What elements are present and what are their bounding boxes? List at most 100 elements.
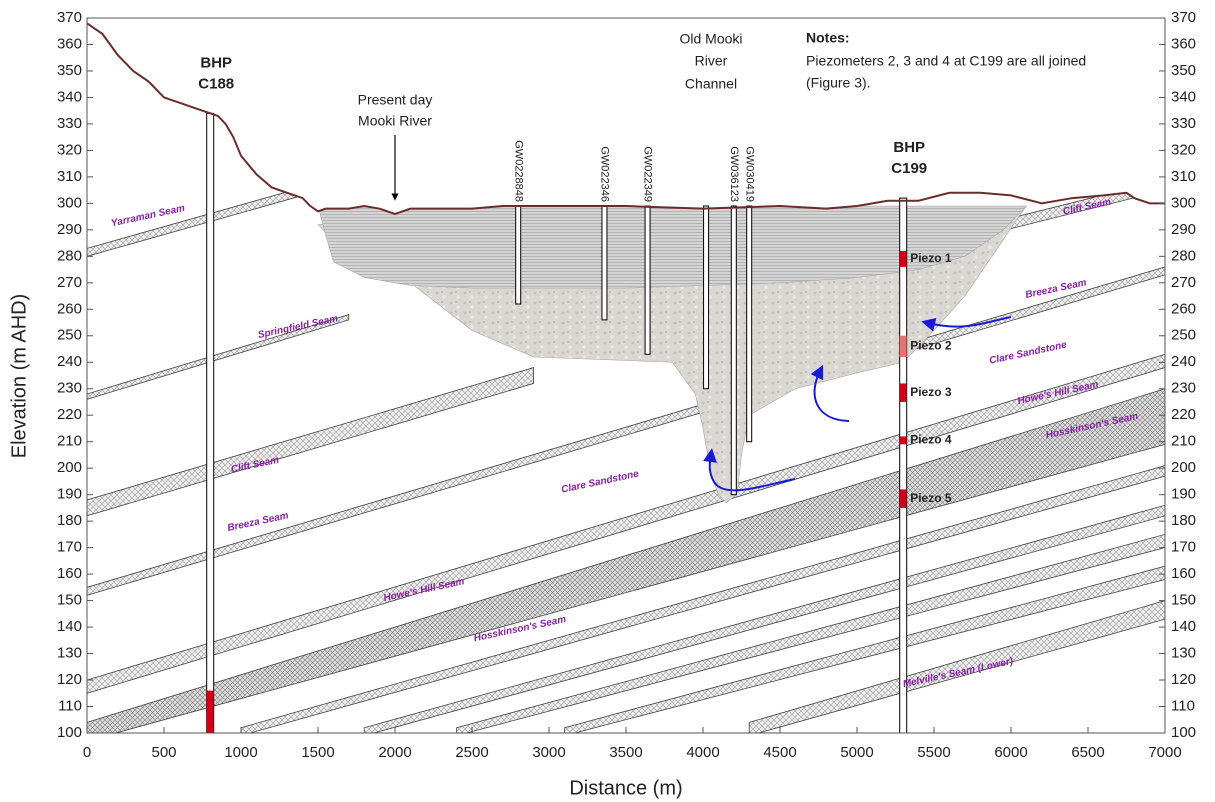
well-label: GW022349 (642, 146, 654, 202)
y2-tick-label: 350 (1171, 62, 1196, 79)
y-tick-label: 250 (57, 327, 82, 344)
y-tick-label: 240 (57, 353, 82, 370)
y2-tick-label: 270 (1171, 274, 1196, 291)
y2-tick-label: 160 (1171, 565, 1196, 582)
well-label: GW0228848 (512, 140, 524, 202)
x-tick-label: 3000 (532, 744, 565, 761)
bore-label: BHP (200, 54, 232, 71)
y2-tick-label: 100 (1171, 724, 1196, 741)
x-tick-label: 1000 (224, 744, 257, 761)
seam-label: Howe's Hill Seam (1017, 379, 1100, 407)
well (645, 206, 650, 354)
x-tick-label: 6000 (994, 744, 1027, 761)
well (747, 206, 752, 442)
piezo (900, 251, 907, 267)
well (704, 206, 709, 389)
y2-tick-label: 240 (1171, 353, 1196, 370)
annotation: Old Mooki (679, 31, 742, 47)
seam-label: Springfield Seam (257, 313, 339, 341)
y-tick-label: 290 (57, 221, 82, 238)
notes-line: Piezometers 2, 3 and 4 at C199 are all j… (806, 53, 1086, 69)
y-tick-label: 340 (57, 88, 82, 105)
y2-tick-label: 260 (1171, 300, 1196, 317)
notes-line: (Figure 3). (806, 75, 871, 91)
y2-tick-label: 310 (1171, 168, 1196, 185)
y-tick-label: 280 (57, 247, 82, 264)
sky (87, 16, 1165, 214)
annotation: Channel (685, 76, 737, 92)
y-tick-label: 100 (57, 724, 82, 741)
y2-tick-label: 340 (1171, 88, 1196, 105)
well-label: GW036123 (728, 146, 740, 202)
x-tick-label: 2000 (378, 744, 411, 761)
y-tick-label: 120 (57, 671, 82, 688)
y2-tick-label: 250 (1171, 327, 1196, 344)
y2-tick-label: 110 (1171, 697, 1195, 714)
notes-title: Notes: (806, 30, 850, 46)
y2-tick-label: 180 (1171, 512, 1196, 529)
bore (900, 198, 907, 733)
piezo-label: Piezo 1 (910, 251, 952, 265)
well-label: GW030419 (743, 146, 755, 202)
x-tick-label: 4500 (763, 744, 796, 761)
y-tick-label: 300 (57, 194, 82, 211)
y-tick-label: 170 (57, 539, 82, 556)
y-tick-label: 230 (57, 380, 82, 397)
y2-tick-label: 370 (1171, 9, 1196, 26)
well (602, 206, 607, 320)
piezo-label: Piezo 2 (910, 339, 952, 353)
y2-tick-label: 140 (1171, 618, 1196, 635)
piezo (207, 691, 214, 733)
y2-tick-label: 280 (1171, 247, 1196, 264)
y2-tick-label: 360 (1171, 35, 1196, 52)
annotation: Mooki River (358, 113, 432, 129)
x-tick-label: 0 (83, 744, 91, 761)
y-tick-label: 200 (57, 459, 82, 476)
piezo-label: Piezo 3 (910, 385, 952, 399)
annotation: Present day (358, 92, 433, 108)
y-tick-label: 310 (57, 168, 82, 185)
y2-tick-label: 130 (1171, 645, 1196, 662)
y-tick-label: 370 (57, 9, 82, 26)
x-tick-label: 1500 (301, 744, 334, 761)
bore-label: BHP (893, 139, 925, 156)
x-axis-title: Distance (m) (569, 777, 682, 799)
chart: Distance (m) Elevation (m AHD) Notes: Pi… (0, 0, 1215, 802)
well (731, 206, 736, 495)
y-axis-title: Elevation (m AHD) (8, 294, 30, 459)
x-tick-label: 2500 (455, 744, 488, 761)
y-tick-label: 190 (57, 486, 82, 503)
y-tick-label: 130 (57, 645, 82, 662)
x-tick-label: 500 (151, 744, 176, 761)
y2-tick-label: 330 (1171, 115, 1196, 132)
seam (87, 368, 534, 516)
y-tick-label: 270 (57, 274, 82, 291)
y-tick-label: 260 (57, 300, 82, 317)
x-tick-label: 7000 (1148, 744, 1181, 761)
y2-tick-label: 120 (1171, 671, 1196, 688)
bore-label: C188 (198, 75, 234, 92)
well-label: GW022346 (599, 146, 611, 202)
y-tick-label: 330 (57, 115, 82, 132)
x-tick-label: 3500 (609, 744, 642, 761)
y2-tick-label: 320 (1171, 141, 1196, 158)
y-tick-label: 180 (57, 512, 82, 529)
y2-tick-label: 200 (1171, 459, 1196, 476)
annotation: River (695, 53, 728, 69)
piezo (900, 383, 907, 402)
bore (207, 113, 214, 733)
well (516, 206, 521, 304)
x-tick-label: 5500 (917, 744, 950, 761)
y2-tick-label: 300 (1171, 194, 1196, 211)
x-tick-label: 4000 (686, 744, 719, 761)
y-tick-label: 360 (57, 35, 82, 52)
piezo (900, 436, 907, 444)
piezo (900, 336, 907, 357)
piezo-label: Piezo 5 (910, 491, 952, 505)
y-tick-label: 210 (57, 433, 82, 450)
plot-area (87, 16, 1165, 741)
bore-label: C199 (891, 160, 927, 177)
y-tick-label: 350 (57, 62, 82, 79)
y-tick-label: 160 (57, 565, 82, 582)
y-tick-label: 320 (57, 141, 82, 158)
